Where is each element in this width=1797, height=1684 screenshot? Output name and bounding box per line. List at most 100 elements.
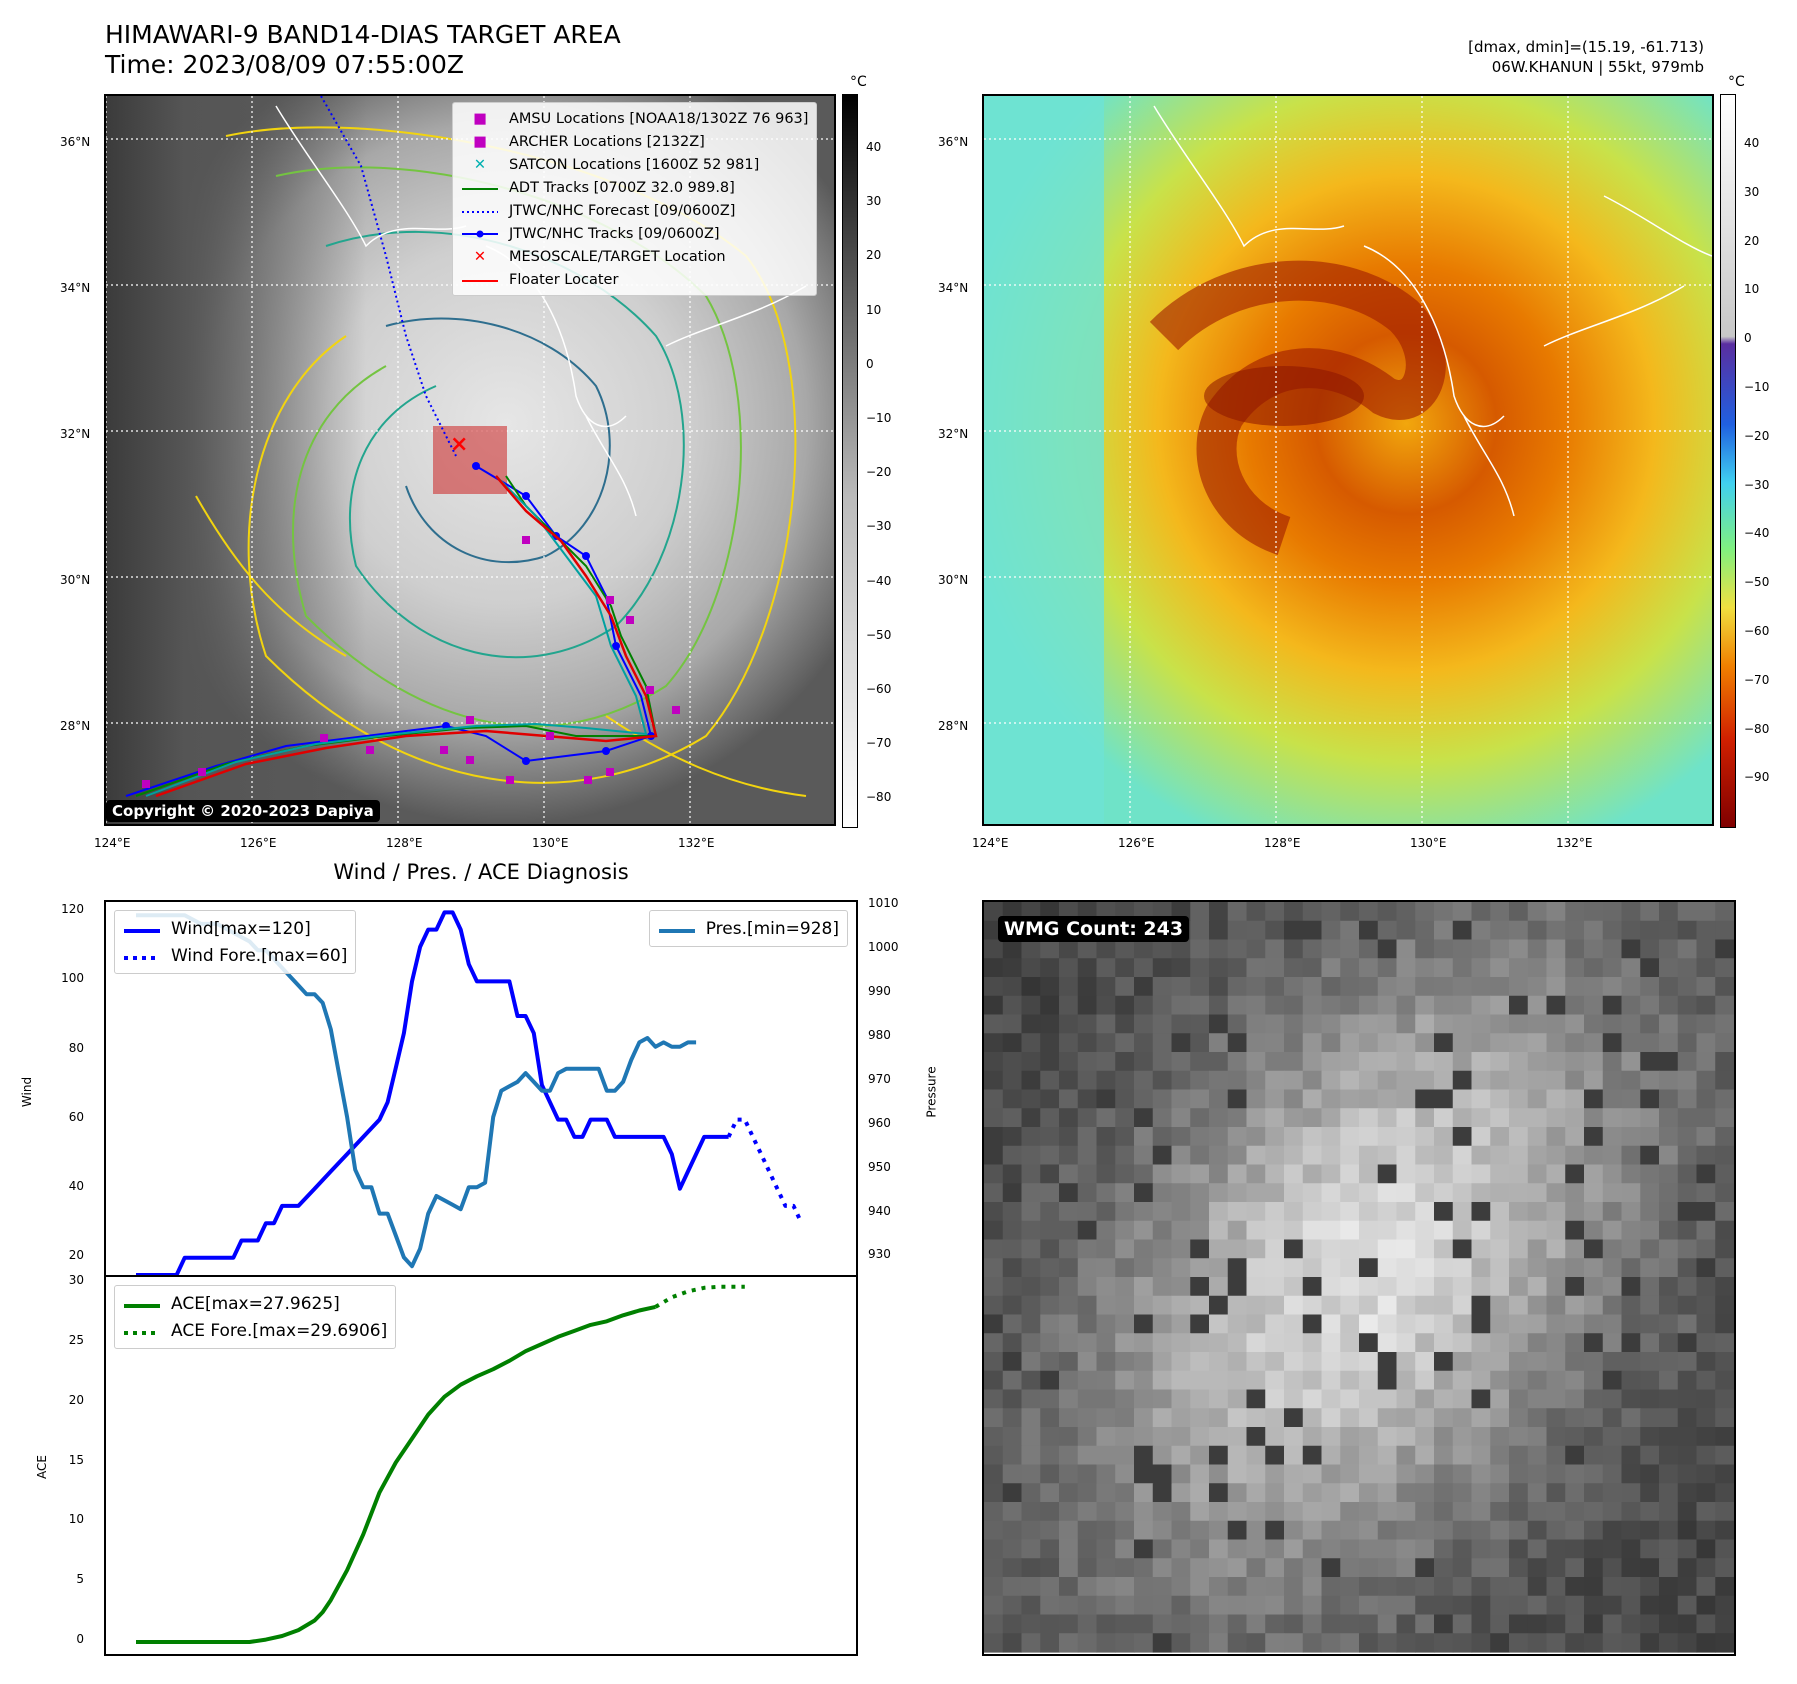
color-colorbar [1720,94,1736,828]
lat-label: 28°N [938,719,969,733]
colorbar-unit: °C [1728,74,1745,90]
wind-pressure-chart: Wind[max=120] Wind Fore.[max=60] Pres.[m… [104,900,858,1277]
ace-tick: 30 [68,1272,84,1287]
pressure-axis-label: Pressure [924,1066,939,1118]
lon-label: 130°E [1410,836,1447,850]
legend-item-jtwc-tracks: JTWC/NHC Tracks [09/0600Z] [461,222,808,245]
legend-item-floater: Floater Locater [462,271,619,288]
lat-label: 36°N [938,135,969,149]
ir-color-image [984,96,1712,824]
legend-item-archer: ■ ARCHER Locations [2132Z] [473,133,705,150]
ace-tick: 5 [76,1572,84,1587]
color-colorbar-tick: −30 [1744,477,1770,492]
pressure-tick: 980 [868,1028,891,1043]
ir-gray-map: × ■ AMSU Locations [NOAA18/1302Z 76 963] … [104,94,836,826]
pressure-tick: 1010 [868,896,899,911]
wmg-count-badge: WMG Count: 243 [998,916,1190,942]
gray-colorbar-tick: −80 [866,790,892,805]
jtwc-forecast-track [320,96,457,457]
wind-tick: 40 [68,1178,84,1193]
pressure-tick: 930 [868,1247,891,1262]
target-area-box [433,426,507,494]
lon-label: 124°E [972,836,1009,850]
gray-colorbar-tick: −70 [866,736,892,751]
lon-label: 130°E [532,836,569,850]
legend-pressure: Pres.[min=928] [705,918,839,939]
satcon-track [145,475,648,797]
color-colorbar-tick: 10 [1744,282,1760,297]
floater-track [155,475,658,798]
color-colorbar-tick: 30 [1744,184,1760,199]
pressure-tick: 990 [868,984,891,999]
gray-colorbar-tick: −60 [866,682,892,696]
legend-ace-forecast: ACE Fore.[max=29.6906] [171,1320,388,1341]
lon-label: 132°E [678,836,715,850]
legend-item-adt: ADT Tracks [0700Z 32.0 989.8] [462,179,735,196]
lon-label: 128°E [386,836,423,850]
legend-item-mesoscale: ✕ MESOSCALE/TARGET Location [473,248,726,265]
lon-label: 126°E [240,836,277,850]
gray-colorbar-tick: −20 [866,465,892,480]
pressure-tick: 960 [868,1115,891,1130]
color-colorbar-tick: 0 [1744,331,1752,346]
series-line [726,1117,804,1225]
ace-tick: 15 [68,1452,84,1467]
dmax-dmin-label: [dmax, dmin]=(15.19, -61.713) [1468,38,1704,56]
color-colorbar-tick: −40 [1744,526,1770,541]
color-colorbar-tick: −70 [1744,672,1770,687]
lat-label: 32°N [938,427,969,441]
copyright-badge: Copyright © 2020-2023 Dapiya [106,800,380,822]
wind-legend: Wind[max=120] Wind Fore.[max=60] [114,910,357,974]
lon-label: 126°E [1118,836,1155,850]
gray-colorbar-tick: 20 [866,248,882,263]
legend-wind: Wind[max=120] [171,918,311,939]
lat-label: 30°N [938,573,969,587]
series-line [136,910,729,1275]
wmg-image [984,902,1734,1653]
color-colorbar-tick: −90 [1744,770,1770,785]
wind-tick: 100 [61,971,84,986]
lon-label: 128°E [1264,836,1301,850]
lon-label: 124°E [94,836,131,850]
lat-label: 34°N [938,281,969,295]
ace-tick: 20 [68,1392,84,1407]
wind-tick: 60 [68,1109,84,1124]
color-colorbar-tick: −10 [1744,380,1770,394]
time-stamp: Time: 2023/08/09 07:55:00Z [105,50,464,79]
gray-colorbar-tick: 40 [866,140,882,154]
gray-colorbar-tick: 30 [866,194,882,209]
gray-colorbar-tick: −50 [866,627,892,642]
color-colorbar-tick: −80 [1744,721,1770,736]
ace-tick: 10 [68,1512,84,1527]
legend-ace: ACE[max=27.9625] [171,1293,340,1314]
lon-label: 132°E [1556,836,1593,850]
lat-label: 30°N [60,573,91,587]
ace-tick: 0 [76,1632,84,1647]
legend-item-jtwc-forecast: JTWC/NHC Forecast [09/0600Z] [462,202,736,219]
pressure-tick: 1000 [868,940,899,955]
color-colorbar-tick: 20 [1744,233,1760,248]
color-colorbar-tick: −50 [1744,575,1770,590]
lat-label: 28°N [60,719,91,733]
ace-legend: ACE[max=27.9625] ACE Fore.[max=29.6906] [114,1285,397,1349]
mesoscale-target-marker: × [450,432,468,457]
color-colorbar-tick: −20 [1744,428,1770,443]
pressure-legend: Pres.[min=928] [648,910,848,947]
gray-colorbar-tick: −10 [866,411,892,425]
pressure-tick: 950 [868,1159,891,1174]
pressure-tick: 970 [868,1071,891,1086]
map-legend: ■ AMSU Locations [NOAA18/1302Z 76 963] ■ A… [452,102,818,296]
gray-colorbar-tick: 0 [866,356,874,371]
wmg-panel: WMG Count: 243 [982,900,1736,1656]
color-colorbar-tick: −60 [1744,624,1770,638]
gray-colorbar-tick: −40 [866,573,892,588]
wind-tick: 120 [61,902,84,917]
lat-label: 32°N [60,427,91,441]
wind-tick: 20 [68,1247,84,1262]
pressure-tick: 940 [868,1203,891,1218]
storm-info-label: 06W.KHANUN | 55kt, 979mb [1491,58,1704,76]
wind-axis-label: Wind [20,1076,35,1108]
legend-item-amsu: ■ AMSU Locations [NOAA18/1302Z 76 963] [473,110,809,127]
lat-label: 34°N [60,281,91,295]
legend-item-satcon: ✕ SATCON Locations [1600Z 52 981] [473,156,760,173]
